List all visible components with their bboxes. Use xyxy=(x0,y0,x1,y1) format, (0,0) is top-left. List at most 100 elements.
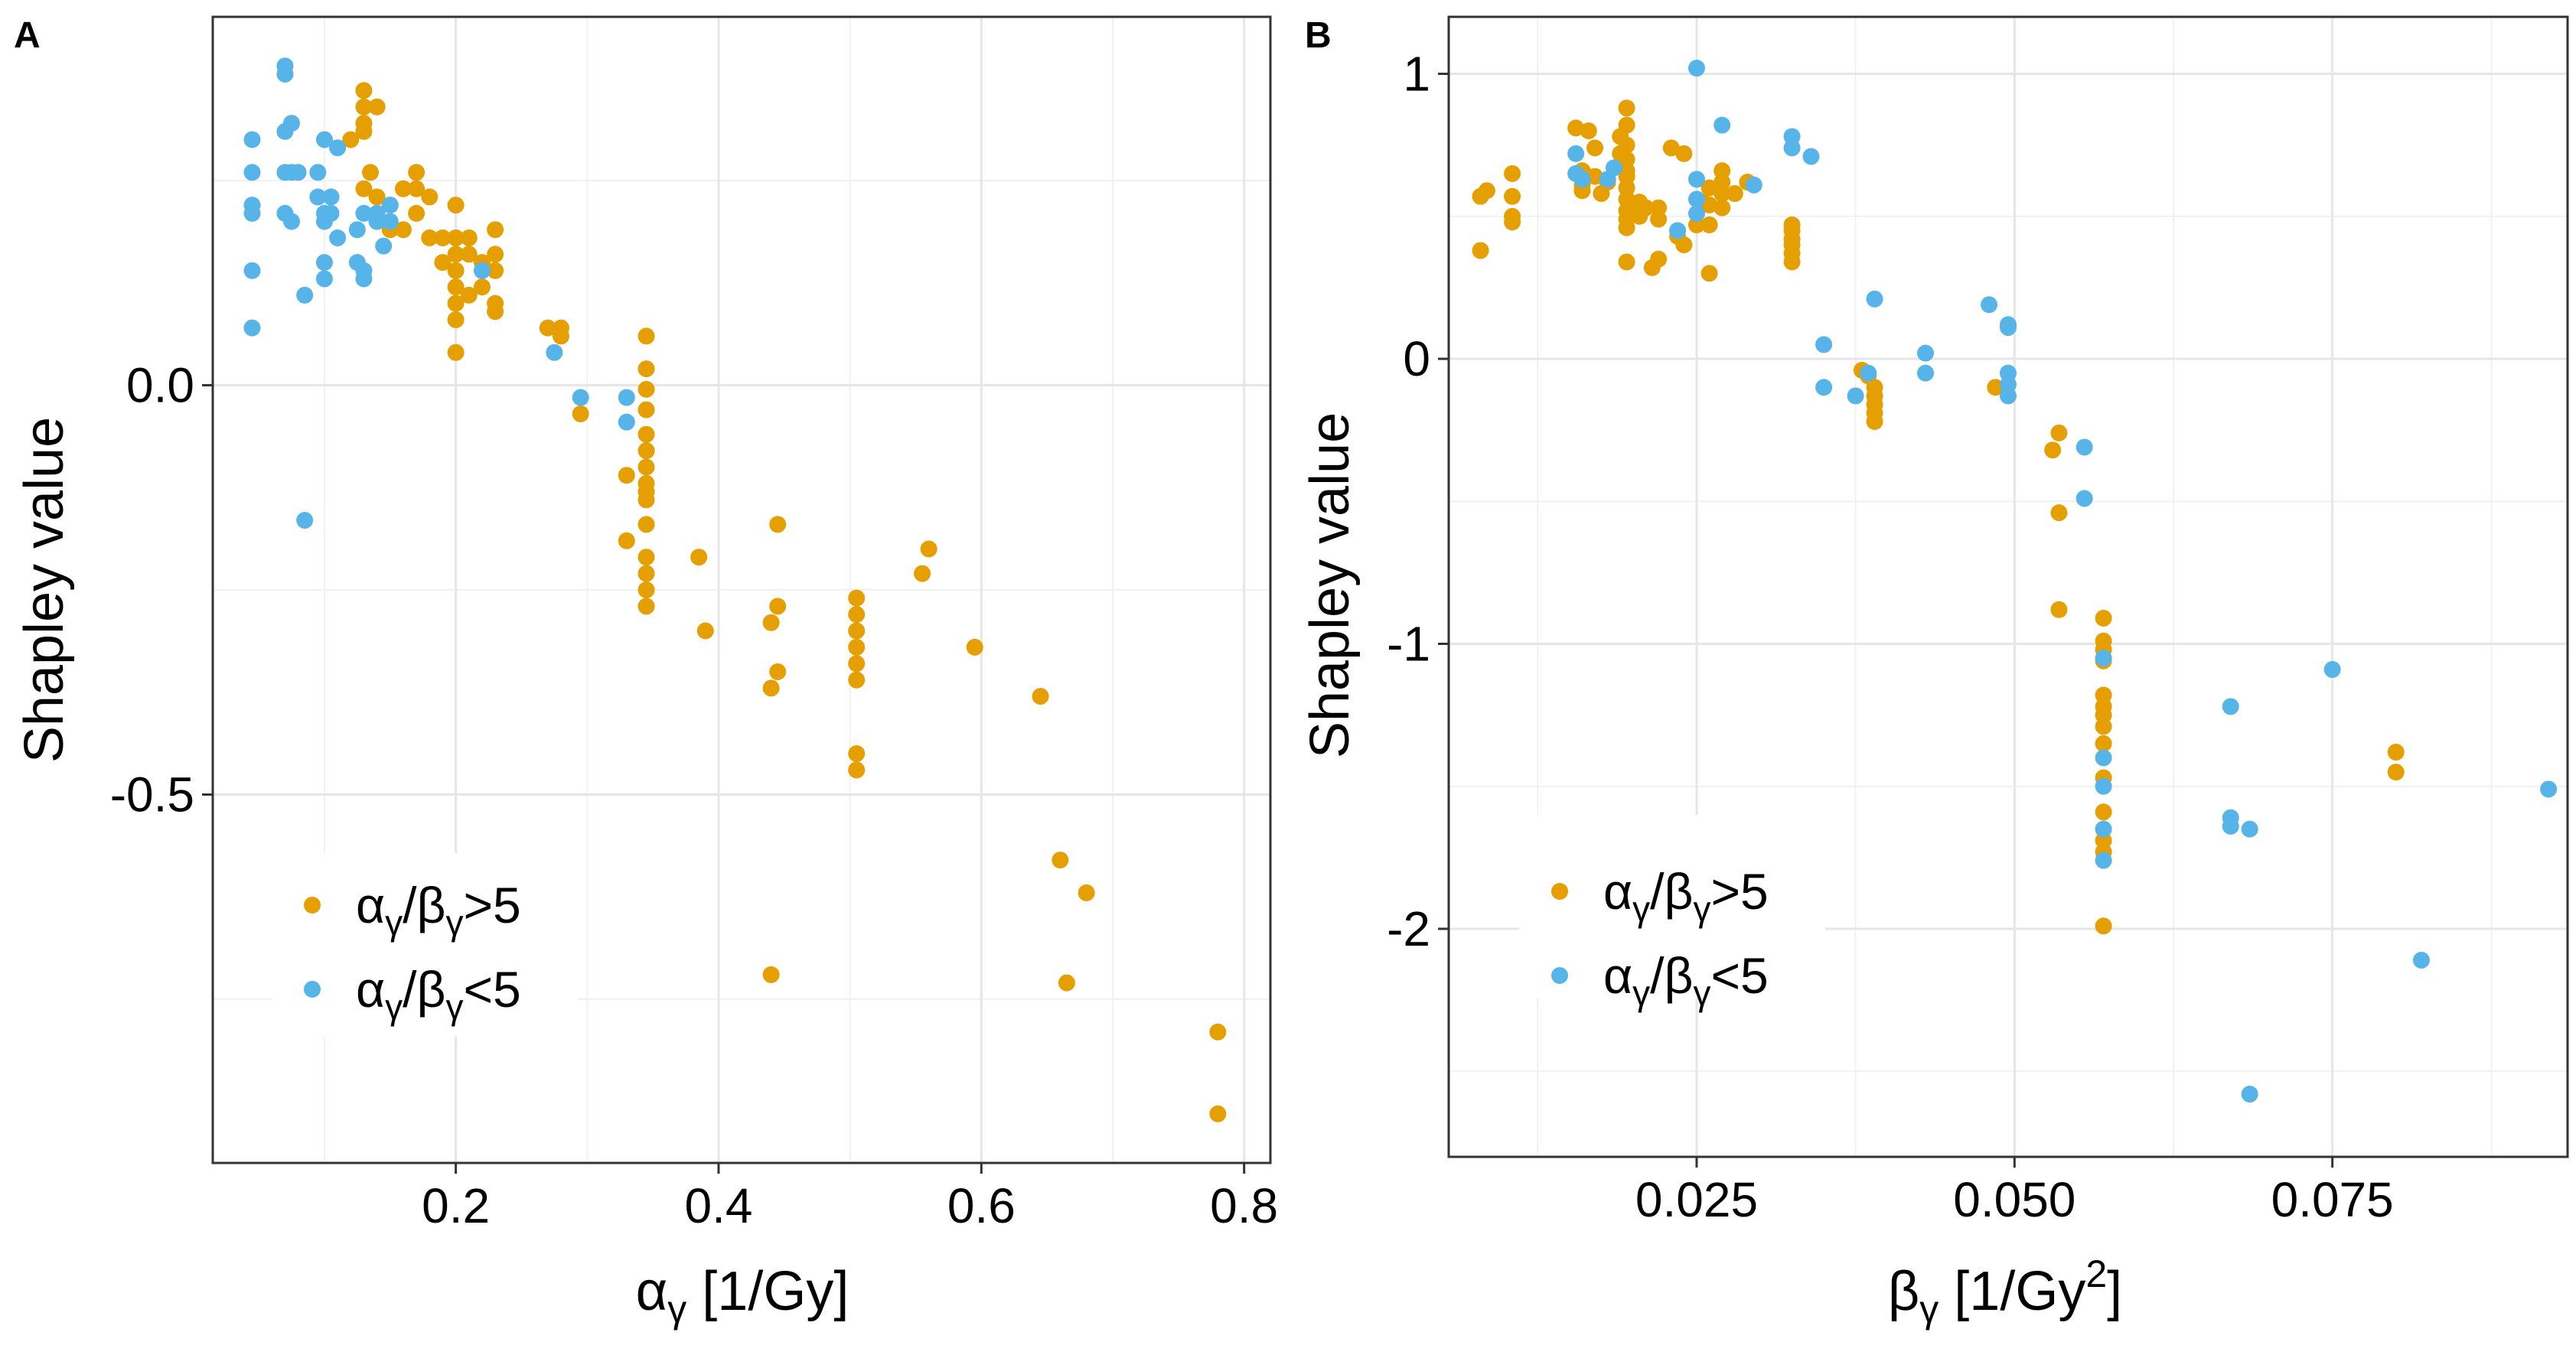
panel-a-point-low xyxy=(243,204,261,222)
panel-a-point-high xyxy=(637,516,655,533)
panel-a-point-low xyxy=(289,164,307,181)
panel-a-point-high xyxy=(408,180,426,197)
panel-a-tag: A xyxy=(14,15,41,56)
panel-a-point-high xyxy=(1209,1023,1227,1041)
panel-b-x-tick-label: 0.050 xyxy=(1953,1172,2075,1227)
panel-a-x-tick-label: 0.2 xyxy=(422,1178,490,1233)
panel-b-point-low xyxy=(2075,438,2093,456)
panel-b-point-low xyxy=(2222,817,2239,835)
panel-a-point-high xyxy=(637,380,655,398)
panel-b-point-high xyxy=(1650,250,1668,268)
panel-a-point-low xyxy=(309,164,327,181)
panel-b-y-tick-label: 1 xyxy=(1403,47,1430,102)
panel-b-point-high xyxy=(1700,179,1718,197)
panel-a-point-low xyxy=(315,270,333,288)
panel-a-point-low xyxy=(355,262,373,279)
panel-a-y-axis-title: Shapley value xyxy=(14,417,75,763)
panel-b-legend-label-low: αγ/βγ<5 xyxy=(1603,947,1769,1013)
panel-b-legend: αγ/βγ>5 αγ/βγ<5 xyxy=(1519,815,1825,1013)
panel-b-point-low xyxy=(2095,749,2112,767)
panel-b-point-high xyxy=(1700,196,1718,213)
panel-a-point-high xyxy=(421,229,439,246)
panel-b-point-high xyxy=(1586,139,1604,157)
panel-a-point-high xyxy=(421,188,439,206)
panel-a-point-high xyxy=(762,614,780,631)
panel-a-point-high xyxy=(368,98,386,116)
panel-a-point-low xyxy=(243,262,261,279)
panel-a-point-high xyxy=(394,180,412,197)
panel-a-point-high xyxy=(355,82,373,99)
panel-a-point-high xyxy=(1209,1105,1227,1122)
panel-a-x-axis-title: αγ [1/Gy] xyxy=(636,1261,849,1331)
panel-b-point-low xyxy=(2222,698,2239,715)
panel-a-point-high xyxy=(966,638,983,656)
panel-b-legend-key-high xyxy=(1551,883,1568,900)
panel-a-point-low xyxy=(572,389,589,406)
panel-a-point-high xyxy=(920,540,937,558)
panel-a-x-tick-label: 0.4 xyxy=(684,1178,752,1233)
panel-a-legend-key-low xyxy=(304,981,321,998)
panel-a-point-low xyxy=(329,139,347,157)
panel-a-point-high xyxy=(848,589,866,607)
panel-a-point-high xyxy=(362,164,380,181)
panel-b-point-high xyxy=(1726,184,1743,202)
panel-a-point-high xyxy=(408,204,426,222)
panel-b-point-low xyxy=(1687,171,1705,188)
panel-a-point-high xyxy=(539,319,556,337)
panel-a-point-high xyxy=(618,532,635,549)
panel-a-point-high xyxy=(769,516,787,533)
panel-a-point-high xyxy=(447,344,465,361)
panel-a-point-low xyxy=(315,254,333,271)
panel-b-point-low xyxy=(2000,319,2017,337)
panel-b-point-high xyxy=(1714,184,1731,202)
panel-b-point-low xyxy=(1573,171,1591,188)
panel-a-point-high xyxy=(848,638,866,656)
panel-b-point-low xyxy=(2323,661,2341,679)
panel-a-point-low xyxy=(329,229,347,246)
panel-b-point-low xyxy=(1815,336,1833,353)
panel-a-point-high xyxy=(355,98,373,116)
panel-a-point-low xyxy=(243,131,261,148)
panel-b-point-high xyxy=(1662,139,1680,157)
panel-a-point-high xyxy=(848,671,866,689)
panel-b-point-high xyxy=(2044,441,2062,459)
panel-b-point-low xyxy=(2095,852,2112,869)
panel-b-point-high xyxy=(1504,164,1521,182)
panel-a-x-tick-label: 0.8 xyxy=(1210,1178,1278,1233)
panel-a-point-high xyxy=(762,679,780,697)
panel-b-point-low xyxy=(2095,650,2112,667)
panel-b-point-high xyxy=(1618,253,1635,271)
panel-b-point-high xyxy=(2387,744,2405,761)
panel-a-point-high xyxy=(355,180,373,197)
panel-b-point-low xyxy=(2412,951,2430,969)
panel-b-point-high xyxy=(1987,379,2004,396)
panel-a-legend-key-high xyxy=(304,897,321,914)
panel-b-ticks: 0.025 0.050 0.075 1 0 -1 -2 xyxy=(1387,47,2394,1228)
panel-a-point-high xyxy=(848,606,866,624)
panel-b-point-high xyxy=(2387,764,2405,781)
panel-b-point-low xyxy=(1917,364,1935,382)
panel-a-point-low xyxy=(618,413,635,431)
panel-a-point-high xyxy=(460,246,478,263)
panel-b-point-high xyxy=(1504,213,1521,231)
panel-a-point-high xyxy=(460,229,478,246)
panel-a-point-low xyxy=(375,237,393,255)
panel-b-point-low xyxy=(1860,364,1877,382)
panel-a-point-low xyxy=(283,115,301,132)
panel-b-point-high xyxy=(2050,601,2068,618)
panel-a-point-high xyxy=(447,262,465,279)
panel-a-points xyxy=(243,57,1227,1122)
panel-a-point-high xyxy=(408,164,426,181)
panel-b-point-low xyxy=(1847,387,1864,405)
panel-a-point-high xyxy=(637,442,655,460)
panel-a-point-low xyxy=(381,213,399,230)
panel-b-point-high xyxy=(1675,236,1693,253)
panel-b-points xyxy=(1472,60,2558,1103)
panel-a-point-low xyxy=(243,319,261,337)
panel-a-point-high xyxy=(487,246,504,263)
panel-a-point-high xyxy=(447,229,465,246)
panel-b-point-low xyxy=(1669,222,1687,239)
panel-a-point-low xyxy=(309,188,327,206)
